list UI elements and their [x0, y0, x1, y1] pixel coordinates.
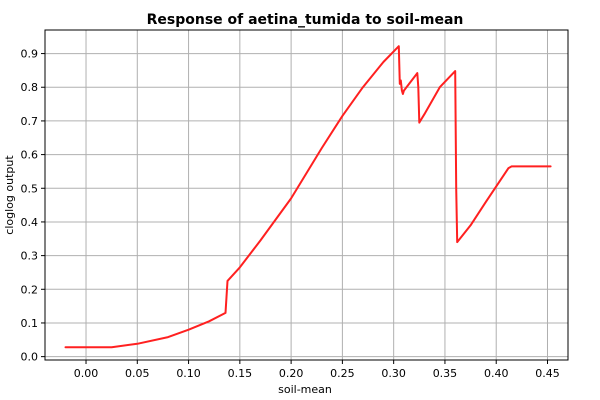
x-tick-label: 0.15 [228, 367, 253, 380]
y-axis-label: cloglog output [3, 155, 16, 235]
ticks: 0.00 0.05 0.10 0.15 0.20 0.25 0.30 0.35 0.40 0.45… [21, 48, 560, 380]
y-tick-label: 0.4 [21, 216, 39, 229]
y-tick-label: 0.9 [21, 48, 39, 61]
x-tick-label: 0.45 [535, 367, 560, 380]
x-tick-label: 0.10 [176, 367, 201, 380]
grid [45, 30, 568, 360]
x-tick-label: 0.30 [381, 367, 406, 380]
y-tick-label: 0.3 [21, 250, 39, 263]
x-tick-label: 0.00 [74, 367, 99, 380]
x-axis-label: soil-mean [278, 383, 332, 396]
series-line [64, 45, 552, 349]
y-tick-label: 0.7 [21, 115, 39, 128]
chart-title: Response of aetina_tumida to soil-mean [147, 12, 464, 28]
y-tick-label: 0.8 [21, 81, 39, 94]
plot-frame [44, 29, 569, 361]
x-tick-label: 0.40 [484, 367, 509, 380]
y-tick-label: 0.5 [21, 182, 39, 195]
series-layer [64, 45, 552, 349]
x-tick-label: 0.25 [330, 367, 355, 380]
y-tick-label: 0.0 [21, 351, 39, 364]
x-tick-label: 0.35 [433, 367, 458, 380]
y-tick-label: 0.6 [21, 149, 39, 162]
x-tick-label: 0.20 [279, 367, 304, 380]
y-tick-label: 0.1 [21, 317, 39, 330]
x-tick-label: 0.05 [125, 367, 150, 380]
y-tick-label: 0.2 [21, 283, 39, 296]
